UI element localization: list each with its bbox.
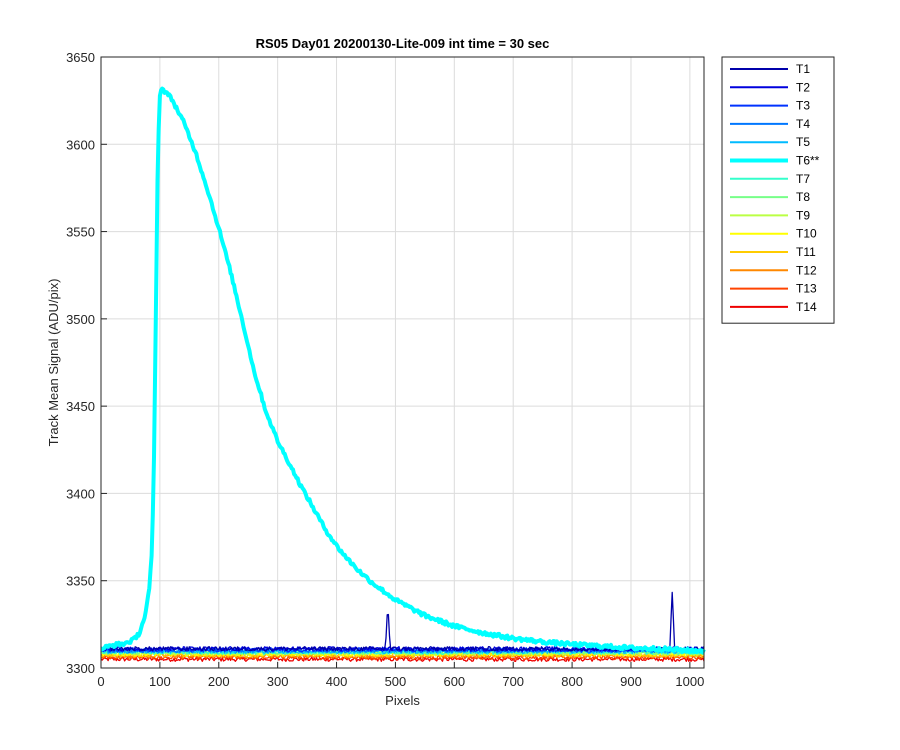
legend-entry-label: T7 [796, 172, 810, 186]
x-tick-label: 1000 [675, 674, 704, 689]
axis-ticks: 0 100 200 300 400 500 600 700 800 900 1000 3300 3350… [66, 50, 704, 689]
y-tick-label: 3400 [66, 486, 95, 501]
y-tick-label: 3600 [66, 137, 95, 152]
x-tick-label: 500 [385, 674, 407, 689]
legend-entry-label: T5 [796, 135, 810, 149]
y-tick-label: 3300 [66, 661, 95, 676]
x-tick-label: 400 [326, 674, 348, 689]
legend-entry-label: T12 [796, 263, 817, 277]
x-tick-label: 600 [443, 674, 465, 689]
x-tick-label: 700 [502, 674, 524, 689]
y-tick-label: 3550 [66, 225, 95, 240]
legend-entry-label: T1 [796, 62, 810, 76]
legend-entry-label: T3 [796, 99, 810, 113]
series-lines [100, 86, 706, 662]
y-tick-label: 3500 [66, 312, 95, 327]
series-line-t14 [100, 656, 705, 662]
x-tick-label: 100 [149, 674, 171, 689]
chart-title: RS05 Day01 20200130-Lite-009 int time = … [256, 36, 550, 51]
legend-entry-label: T14 [796, 300, 817, 314]
legend-entry-label: T13 [796, 282, 817, 296]
legend-entry-label: T9 [796, 208, 810, 222]
y-tick-label: 3650 [66, 50, 95, 65]
legend-entry-label: T4 [796, 117, 810, 131]
legend-entry-label: T6** [796, 154, 820, 168]
x-tick-label: 300 [267, 674, 289, 689]
legend-entry-label: T11 [796, 245, 816, 259]
series-line-t1 [100, 591, 705, 652]
legend-entry-label: T10 [796, 227, 817, 241]
y-axis-label: Track Mean Signal (ADU/pix) [46, 279, 61, 447]
x-tick-label: 0 [97, 674, 104, 689]
legend-box [721, 56, 835, 324]
x-tick-label: 900 [620, 674, 642, 689]
series-line-t6 [100, 86, 706, 655]
y-tick-label: 3450 [66, 399, 95, 414]
x-axis-label: Pixels [385, 693, 420, 708]
x-tick-label: 800 [561, 674, 583, 689]
legend-entry-label: T8 [796, 190, 810, 204]
legend-entry-label: T2 [796, 80, 810, 94]
x-tick-label: 200 [208, 674, 230, 689]
plot-area-frame [100, 56, 705, 669]
y-tick-label: 3350 [66, 574, 95, 589]
legend: T1 T2 T3 T4 T5 T6** T7 T8 T9 T10 T11 T12 T13 T14 [721, 56, 835, 324]
